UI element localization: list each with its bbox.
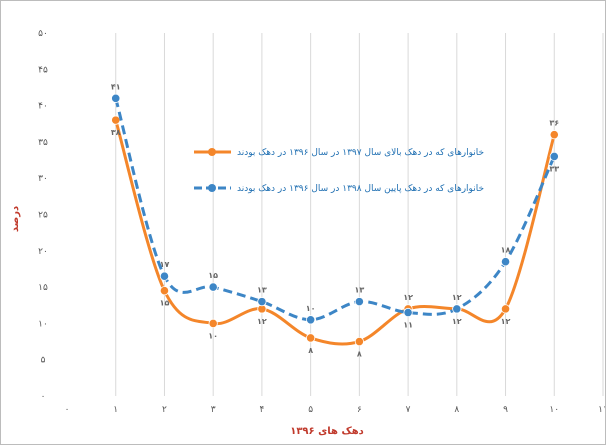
x-tick-label: ۴ [259,405,264,415]
axes: ۰۱۲۳۴۵۶۷۸۹۱۰۱۱۰۵۱۰۱۵۲۰۲۵۳۰۳۵۴۰۴۵۵۰ [38,29,605,415]
data-point [208,282,218,292]
data-point [306,333,316,343]
data-label: ۱۵ [160,299,170,308]
x-tick-label: ۲ [162,405,167,415]
y-axis-title: درصد [10,206,21,232]
legend: خانوارهای که در دهک بالای سال ۱۳۹۷ در سا… [194,148,484,194]
y-tick-label: ۴۰ [38,102,48,112]
y-tick-label: ۳۵ [38,138,48,148]
x-tick-label: ۹ [503,405,508,415]
data-point [549,151,559,162]
data-label: ۳۳ [549,164,559,173]
legend-label-2: خانوارهای که در دهک پایین سال ۱۳۹۸ در سا… [237,184,484,194]
y-tick-label: ۴۵ [38,65,48,75]
data-label: ۸ [357,350,362,359]
legend-label-1: خانوارهای که در دهک بالای سال ۱۳۹۷ در سا… [237,148,484,158]
x-tick-label: ۰ [65,405,70,415]
data-label: ۱۲ [403,293,413,302]
data-point [403,307,413,318]
x-tick-label: ۱۰ [549,405,559,415]
y-tick-label: ۳۰ [38,174,48,184]
y-tick-label: ۰ [41,392,46,402]
y-tick-label: ۵۰ [38,29,48,39]
data-label: ۱۰ [306,304,316,313]
y-tick-label: ۵ [41,356,46,366]
data-label: ۱۲ [452,293,462,302]
series-1: ۳۸ ۱۵ ۱۰ ۱۲ ۸ ۸ ۱۲ ۱۲ ۱۲ ۳۶ [111,115,559,359]
x-tick-label: ۶ [357,405,362,415]
data-point [159,271,170,281]
x-tick-label: ۷ [406,405,411,415]
legend-marker [208,148,216,156]
data-label: ۱۰ [208,331,218,340]
data-point [111,115,121,125]
data-label: ۱۲ [452,317,462,326]
data-point [257,297,267,307]
data-label: ۴۱ [111,82,121,91]
data-label: ۱۸ [501,246,511,255]
x-tick-label: ۵ [308,405,313,415]
data-label: ۱۲ [257,317,267,326]
x-axis-title: دهک های ۱۳۹۶ [290,426,364,437]
y-tick-label: ۱۵ [38,283,48,293]
data-label: ۸ [308,346,313,355]
series-line-2 [114,97,556,322]
x-tick-label: ۳ [211,405,216,415]
data-point [354,297,364,307]
x-tick-label: ۱۱ [598,405,605,415]
data-point [111,93,121,103]
data-point [452,304,462,314]
grid [115,33,604,396]
series-2: ۴۱ ۱۷ ۱۵ ۱۳ ۱۰ ۱۳ ۱۱ ۱۲ ۱۸ ۳۳ [111,82,559,329]
legend-marker [208,184,216,192]
data-label: ۳۶ [549,119,559,128]
data-point [549,130,559,140]
data-label: ۱۳ [354,286,364,295]
data-point [159,286,170,296]
y-tick-label: ۱۰ [38,319,48,329]
y-tick-label: ۲۵ [38,211,48,221]
data-point [500,257,511,267]
data-point [500,304,511,314]
data-label: ۱۳ [257,286,267,295]
data-label: ۱۷ [160,260,170,269]
data-point [208,318,218,328]
x-tick-label: ۸ [454,405,459,415]
data-point [306,315,316,325]
x-tick-label: ۱ [113,405,118,415]
data-point [354,336,364,347]
y-tick-label: ۲۰ [38,247,48,257]
data-label: ۱۱ [403,321,413,330]
data-label: ۳۸ [111,128,121,137]
data-label: ۱۲ [501,317,511,326]
data-label: ۱۵ [208,271,218,280]
series-layer: ۳۸ ۱۵ ۱۰ ۱۲ ۸ ۸ ۱۲ ۱۲ ۱۲ ۳۶ ۴۱ ۱۷ ۱۵ ۱۳ ۱۰ ۱۳ ۱۱ ۱۲ ۱۸ ۳۳ [111,82,559,358]
